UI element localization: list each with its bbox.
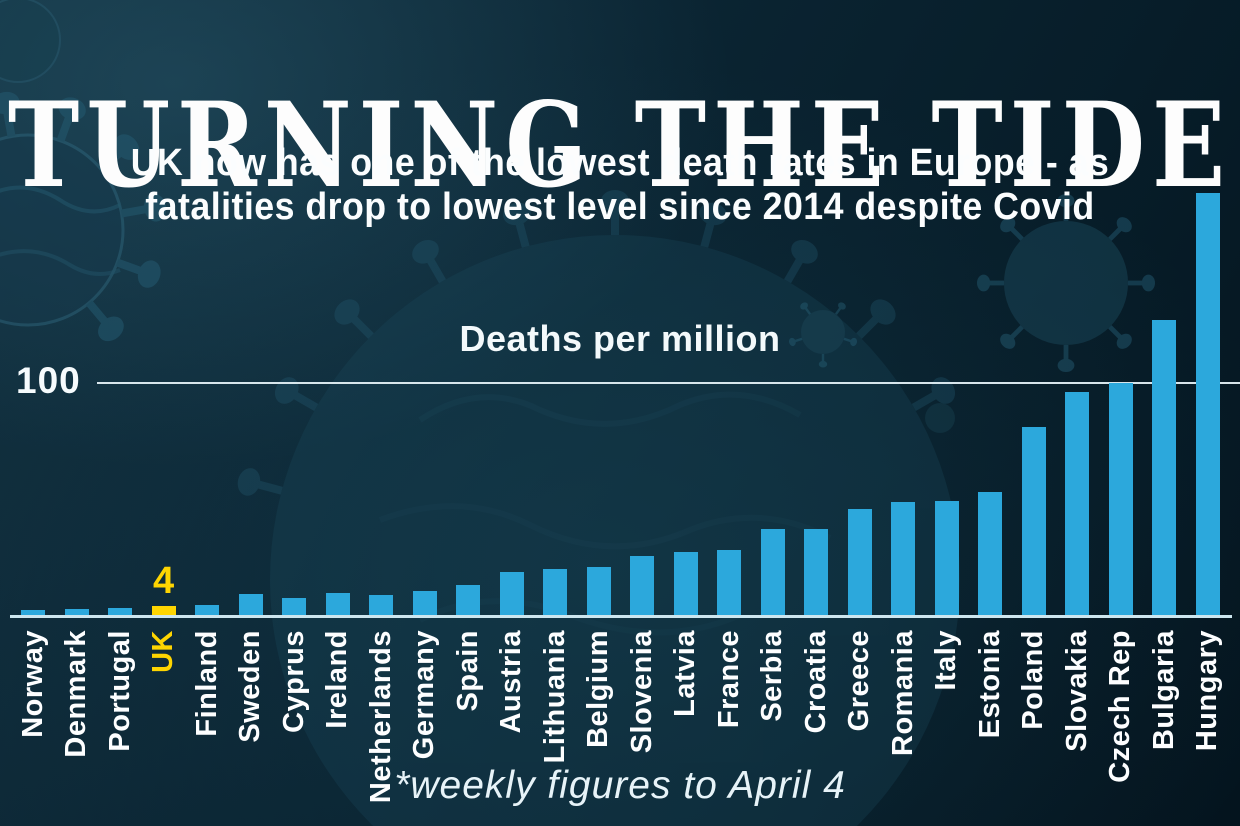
x-label-greece: Greece	[843, 630, 876, 732]
bar-spain	[456, 585, 481, 615]
x-label-romania: Romania	[886, 630, 919, 756]
label-cell-sweden: Sweden	[234, 630, 267, 743]
bar-slovenia	[630, 556, 655, 615]
label-cell-lithuania: Lithuania	[538, 630, 571, 764]
label-cell-france: France	[712, 630, 745, 729]
bar-france	[717, 550, 742, 615]
label-cell-greece: Greece	[843, 630, 876, 732]
bar-bulgaria	[1152, 320, 1177, 615]
label-cell-slovenia: Slovenia	[625, 630, 658, 754]
label-cell-norway: Norway	[16, 630, 49, 738]
label-cell-serbia: Serbia	[756, 630, 789, 722]
label-cell-hungary: Hungary	[1191, 630, 1224, 752]
bar-estonia	[978, 492, 1003, 615]
bar-denmark	[64, 609, 89, 615]
x-label-portugal: Portugal	[103, 630, 136, 752]
bar-latvia	[673, 552, 698, 615]
label-cell-austria: Austria	[495, 630, 528, 734]
subtitle-line-2: fatalities drop to lowest level since 20…	[145, 186, 1095, 229]
bar-croatia	[804, 529, 829, 615]
bar-norway	[21, 610, 45, 615]
bar-finland	[195, 605, 220, 615]
bar-hungary	[1195, 193, 1220, 615]
bar-poland	[1021, 427, 1046, 615]
label-cell-finland: Finland	[190, 630, 223, 737]
label-cell-poland: Poland	[1017, 630, 1050, 730]
bar-italy	[934, 501, 959, 615]
x-label-germany: Germany	[408, 630, 441, 760]
x-label-slovakia: Slovakia	[1060, 630, 1093, 752]
x-label-italy: Italy	[930, 630, 963, 691]
reference-gridline-100	[97, 382, 1240, 384]
bar-sweden	[238, 594, 263, 615]
x-label-spain: Spain	[451, 630, 484, 712]
x-label-croatia: Croatia	[799, 630, 832, 734]
x-label-finland: Finland	[190, 630, 223, 737]
x-label-slovenia: Slovenia	[625, 630, 658, 754]
x-label-austria: Austria	[495, 630, 528, 734]
bar-cyprus	[282, 598, 307, 615]
x-label-belgium: Belgium	[582, 630, 615, 748]
label-cell-italy: Italy	[930, 630, 963, 691]
poster-subtitle: UK now has one of the lowest death rates…	[37, 141, 1203, 229]
label-cell-uk: UK	[147, 630, 180, 673]
x-label-hungary: Hungary	[1191, 630, 1224, 752]
x-label-ireland: Ireland	[321, 630, 354, 729]
label-cell-romania: Romania	[886, 630, 919, 756]
x-label-latvia: Latvia	[669, 630, 702, 717]
highlight-value-label: 4	[152, 560, 175, 602]
label-cell-slovakia: Slovakia	[1060, 630, 1093, 752]
x-label-lithuania: Lithuania	[538, 630, 571, 764]
label-cell-portugal: Portugal	[103, 630, 136, 752]
bar-slovakia	[1065, 392, 1090, 615]
bar-ireland	[325, 593, 350, 615]
x-label-norway: Norway	[16, 630, 49, 738]
bars-layer: 4	[21, 0, 1220, 615]
x-axis-baseline	[10, 615, 1232, 618]
bar-portugal	[108, 608, 133, 615]
label-cell-czech-rep: Czech Rep	[1104, 630, 1137, 783]
label-cell-ireland: Ireland	[321, 630, 354, 729]
bar-germany	[412, 591, 437, 615]
bar-netherlands	[369, 595, 394, 615]
x-label-bulgaria: Bulgaria	[1147, 630, 1180, 751]
x-label-serbia: Serbia	[756, 630, 789, 722]
y-axis-reference-label: 100	[16, 360, 81, 401]
x-label-estonia: Estonia	[973, 630, 1006, 739]
label-cell-bulgaria: Bulgaria	[1147, 630, 1180, 751]
label-cell-croatia: Croatia	[799, 630, 832, 734]
bar-lithuania	[543, 569, 568, 615]
x-label-france: France	[712, 630, 745, 729]
label-cell-denmark: Denmark	[60, 630, 93, 758]
label-cell-latvia: Latvia	[669, 630, 702, 717]
bar-uk: 4	[151, 562, 176, 615]
bar-belgium	[586, 567, 611, 615]
x-label-czech-rep: Czech Rep	[1104, 630, 1137, 783]
x-label-uk: UK	[147, 630, 180, 673]
label-cell-cyprus: Cyprus	[277, 630, 310, 733]
bar-greece	[847, 509, 872, 615]
x-label-poland: Poland	[1017, 630, 1050, 730]
x-label-cyprus: Cyprus	[277, 630, 310, 733]
bar-serbia	[760, 529, 785, 615]
x-label-sweden: Sweden	[234, 630, 267, 743]
label-cell-spain: Spain	[451, 630, 484, 712]
label-cell-estonia: Estonia	[973, 630, 1006, 739]
subtitle-line-1: UK now has one of the lowest death rates…	[130, 142, 1110, 184]
label-cell-germany: Germany	[408, 630, 441, 760]
chart-title: Deaths per million	[459, 318, 781, 359]
footnote: *weekly figures to April 4	[394, 764, 846, 807]
x-label-denmark: Denmark	[60, 630, 93, 758]
bar-czech-rep	[1108, 383, 1133, 615]
label-cell-belgium: Belgium	[582, 630, 615, 748]
bar-austria	[499, 572, 524, 615]
bar-romania	[891, 502, 916, 615]
